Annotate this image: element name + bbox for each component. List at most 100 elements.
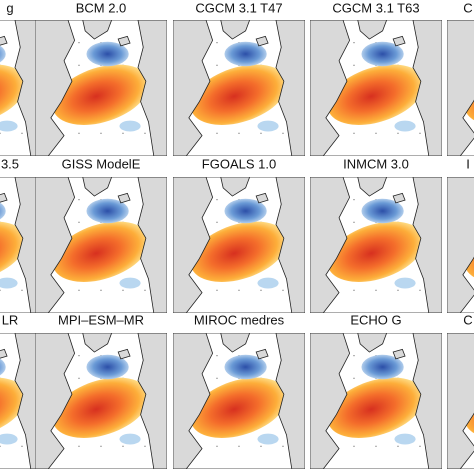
land-europe-africa [137,20,167,156]
grid-dot [238,445,240,448]
land-north-america [173,333,214,469]
grid-dot [216,445,218,448]
map-panel [173,20,305,156]
warm-anomaly [0,64,27,125]
grid-dot [375,445,377,448]
grid-dot [21,289,23,292]
cool-anomaly [119,433,141,445]
cool-anomaly [224,41,267,67]
grid-dot [78,445,80,448]
grid-dot [78,198,80,201]
grid-dot [353,41,355,44]
grid-dot [78,132,80,135]
land-north-america [310,333,351,469]
grid-dot [100,132,102,135]
panel-title: LR [2,312,19,327]
grid-dot [78,377,80,380]
land-north-america [35,333,76,469]
panel-title: FGOALS 1.0 [202,156,276,171]
grid-dot [397,132,399,135]
grid-dot [353,289,355,292]
land-iceland [392,348,406,360]
warm-anomaly [52,64,150,125]
land-north-america [35,177,76,313]
grid-dot [100,289,102,292]
cool-anomaly [361,198,404,224]
land-north-america [447,177,474,313]
grid-dot [21,132,23,135]
map-panel [35,177,167,313]
warm-anomaly [327,221,425,282]
land-europe-africa [412,177,442,313]
panel-title: CGCM 3.1 T47 [195,0,282,15]
grid-dot [238,132,240,135]
land-greenland [82,177,113,197]
cool-anomaly [394,433,416,445]
land-europe-africa [412,20,442,156]
cool-anomaly [0,358,6,376]
panel-title: g [6,0,13,15]
land-europe-africa [275,177,305,313]
land-greenland [220,177,251,197]
grid-dot [260,132,262,135]
grid-dot [353,198,355,201]
land-iceland [117,348,131,360]
grid-dot [144,132,146,135]
grid-dot [216,377,218,380]
map-panel [310,20,442,156]
grid-dot [144,445,146,448]
grid-dot [282,445,284,448]
land-north-america [447,333,474,469]
panel-title: MIROC medres [194,312,285,327]
land-north-america [173,20,214,156]
land-iceland [0,348,8,359]
cool-anomaly [224,354,267,380]
land-north-america [35,20,76,156]
cool-anomaly [0,120,18,132]
land-iceland [392,192,406,204]
land-north-america [173,177,214,313]
panel-title: CGCM 3.1 T63 [332,0,419,15]
grid-dot [216,354,218,357]
land-iceland [0,35,8,46]
land-europe-africa [137,177,167,313]
land-europe-africa [137,333,167,469]
cool-anomaly [361,354,404,380]
map-panel [447,20,474,156]
land-iceland [392,35,406,47]
grid-dot [353,445,355,448]
grid-dot [78,289,80,292]
grid-dot [216,221,218,224]
grid-dot [216,64,218,67]
grid-dot [122,289,124,292]
land-greenland [357,20,388,40]
warm-anomaly [52,221,150,282]
warm-anomaly [0,377,27,438]
panel-title: BCM 2.0 [76,0,127,15]
grid-dot [282,132,284,135]
land-iceland [255,192,269,204]
panel-title: I [466,156,470,171]
cool-anomaly [361,41,404,67]
grid-dot [122,445,124,448]
grid-dot [282,289,284,292]
grid-dot [375,132,377,135]
map-panel [173,333,305,469]
land-north-america [310,20,351,156]
grid-dot [144,289,146,292]
warm-anomaly [190,64,288,125]
map-panel [447,177,474,313]
grid-dot [216,41,218,44]
warm-anomaly [190,221,288,282]
grid-dot [353,132,355,135]
warm-anomaly [190,377,288,438]
grid-dot [0,289,1,292]
map-panel [447,333,474,469]
grid-dot [375,289,377,292]
map-panel [310,333,442,469]
land-iceland [117,192,131,204]
cool-anomaly [86,41,129,67]
grid-dot [78,41,80,44]
cool-anomaly [0,433,18,445]
